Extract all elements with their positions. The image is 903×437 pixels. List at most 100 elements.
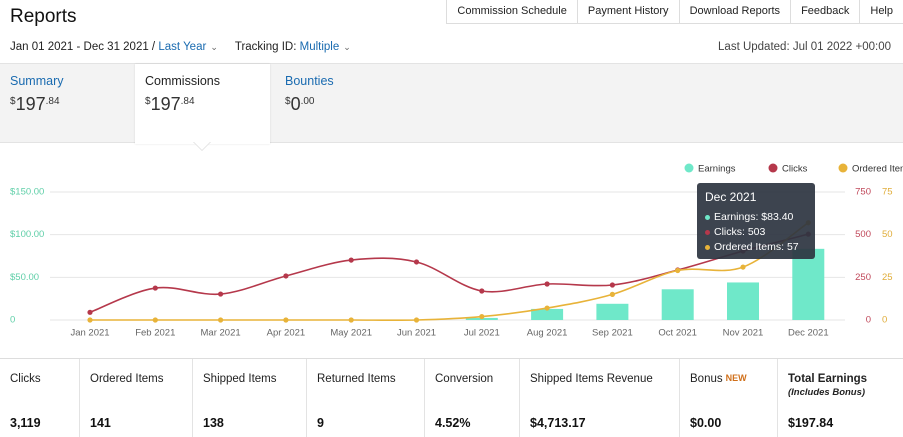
tab-amount: $197.84	[145, 94, 260, 115]
stat-label: Bonus NEW	[690, 373, 767, 385]
y-tick-label: $100.00	[10, 229, 44, 240]
caret: ⌄	[343, 42, 351, 52]
amount-fraction: .84	[180, 96, 195, 107]
stat: Returned Items 9	[307, 359, 425, 437]
point	[413, 317, 420, 323]
x-tick-label: Mar 2021	[201, 328, 241, 339]
stat-label: Shipped Items Revenue	[530, 373, 669, 385]
stat-name: Bonus	[690, 373, 723, 385]
range-dropdown[interactable]: Last Year	[158, 41, 207, 53]
point	[479, 313, 485, 320]
x-tick-label: Jul 2021	[464, 328, 500, 339]
stat-value: 141	[90, 416, 111, 430]
x-tick-label: Jun 2021	[397, 328, 436, 339]
point	[544, 305, 550, 311]
stat-value: $0.00	[690, 416, 722, 430]
point	[609, 291, 616, 297]
currency: $	[145, 96, 151, 107]
bar	[792, 248, 825, 320]
tooltip-text: Earnings: $83.40	[714, 211, 794, 223]
tooltip-title: Dec 2021	[705, 190, 757, 204]
point	[544, 281, 550, 287]
stat-label: Conversion	[435, 373, 509, 385]
legend-swatch	[838, 163, 848, 173]
stat-label: Clicks	[10, 373, 69, 385]
tooltip-row: Ordered Items: 57	[705, 240, 807, 255]
line	[89, 233, 809, 314]
bar	[596, 303, 629, 320]
point	[87, 317, 93, 323]
stat: Clicks 3,119	[0, 359, 80, 437]
stat: Total Earnings (Includes Bonus) $197.84	[778, 359, 903, 437]
y2-tick-label: 750	[855, 187, 871, 198]
point	[413, 259, 420, 265]
stat-name: Ordered Items	[90, 373, 164, 385]
x-tick-label: Apr 2021	[267, 328, 306, 339]
point	[675, 267, 681, 274]
stat-label: Total Earnings (Includes Bonus)	[788, 373, 893, 398]
stat: Shipped Items Revenue $4,713.17	[520, 359, 680, 437]
tooltip-text: Ordered Items: 57	[714, 241, 799, 253]
badge: NEW	[725, 373, 747, 383]
stat-name: Clicks	[10, 373, 41, 385]
page-title: Reports	[10, 6, 77, 27]
y-tick-label: $50.00	[10, 272, 39, 283]
tooltip-text: Clicks: 503	[714, 226, 766, 238]
stat-value: 138	[203, 416, 224, 430]
legend-label: Ordered Items	[852, 164, 903, 175]
last-updated: Last Updated: Jul 01 2022 +00:00	[718, 41, 891, 53]
bar	[661, 289, 694, 320]
tracking-dropdown[interactable]: Multiple	[299, 41, 340, 53]
point	[609, 282, 616, 288]
stat-name: Shipped Items	[203, 373, 277, 385]
tab-amount: $197.84	[10, 94, 110, 115]
point	[218, 291, 224, 297]
bar	[531, 308, 564, 320]
tab[interactable]: Commissions $197.84	[135, 64, 270, 144]
legend-swatch	[768, 163, 778, 173]
tab[interactable]: Bounties $0.00	[275, 64, 385, 142]
x-tick-label: Nov 2021	[723, 328, 764, 339]
stat-label: Returned Items	[317, 373, 414, 385]
y3-tick-label: 50	[882, 229, 893, 240]
tab-bar: Summary $197.84 Commissions $197.84 Bounties…	[0, 63, 903, 144]
stat-name: Shipped Items Revenue	[530, 373, 653, 385]
nav-bar: Commission Schedule Payment History Down…	[446, 0, 903, 24]
amount-whole: 197	[15, 94, 46, 114]
x-tick-label: Jan 2021	[70, 328, 109, 339]
nav-link[interactable]: Download Reports	[678, 0, 791, 23]
nav-link[interactable]: Payment History	[576, 0, 679, 23]
nav-link[interactable]: Commission Schedule	[446, 0, 576, 23]
tab[interactable]: Summary $197.84	[0, 64, 120, 142]
y3-tick-label: 25	[882, 272, 893, 283]
tab-label: Summary	[10, 74, 64, 88]
tracking-label: Tracking ID:	[234, 41, 297, 53]
point	[479, 288, 485, 294]
legend-label: Earnings	[698, 164, 736, 175]
amount-whole: 197	[150, 94, 181, 114]
nav-link[interactable]: Feedback	[790, 0, 859, 23]
tooltip-row: Clicks: 503	[705, 225, 807, 240]
nav-link[interactable]: Help	[859, 0, 903, 23]
tooltip-dot	[705, 229, 710, 235]
stat-label: Shipped Items	[203, 373, 296, 385]
tab-label: Commissions	[145, 74, 221, 88]
stat-name: Conversion	[435, 373, 494, 385]
filters: Jan 01 2021 - Dec 31 2021 / Last Year ⌄ T…	[10, 41, 365, 53]
x-tick-label: Dec 2021	[788, 328, 829, 339]
point	[152, 285, 158, 291]
tooltip-dot	[705, 244, 710, 250]
tab-label: Bounties	[285, 74, 334, 88]
x-tick-label: May 2021	[330, 328, 372, 339]
y3-tick-label: 75	[882, 187, 893, 198]
stat-name: Returned Items	[317, 373, 396, 385]
stat-label: Ordered Items	[90, 373, 182, 385]
amount-whole: 0	[290, 94, 301, 114]
stat: Ordered Items 141	[80, 359, 193, 437]
point	[348, 317, 354, 323]
caret: ⌄	[210, 42, 218, 52]
point	[218, 317, 224, 323]
point	[87, 309, 93, 315]
point	[740, 264, 746, 270]
